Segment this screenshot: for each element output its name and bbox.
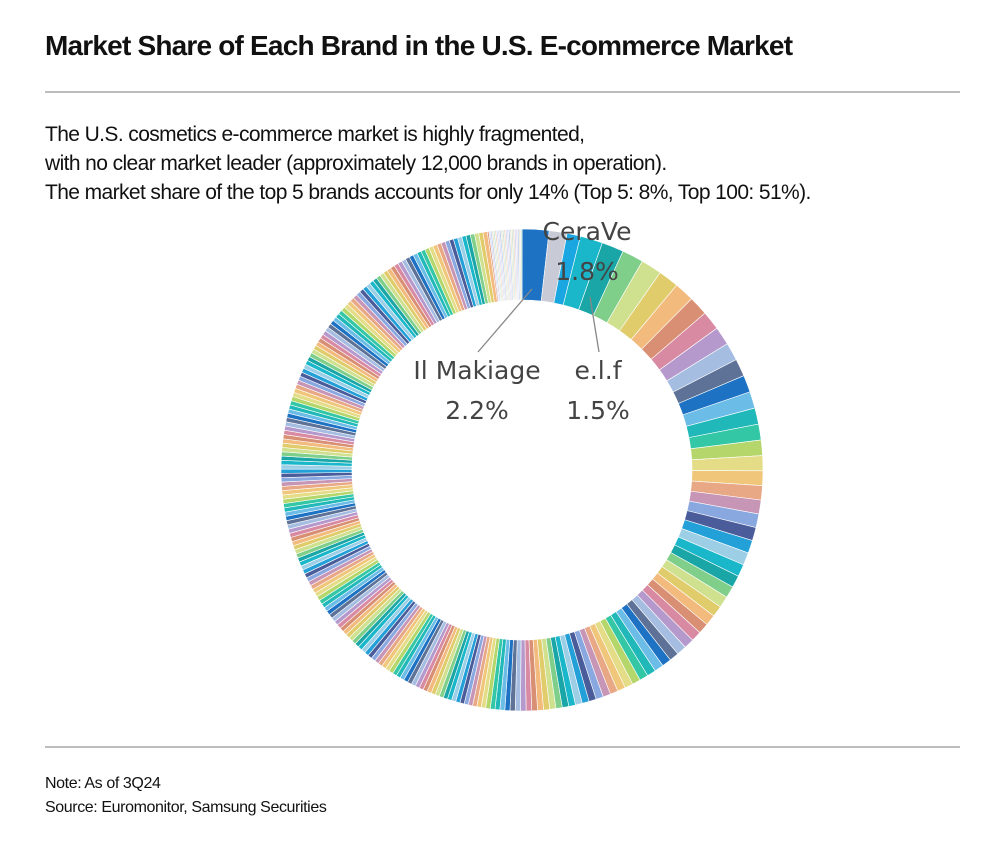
subtitle-line-1: The U.S. cosmetics e-commerce market is … bbox=[45, 123, 585, 146]
slice-other-brand bbox=[520, 639, 527, 712]
chart-footer: Note: As of 3Q24 Source: Euromonitor, Sa… bbox=[45, 772, 327, 820]
slice-label-cerave: CeraVe bbox=[543, 217, 632, 246]
il-makiage-leader-line bbox=[477, 288, 533, 353]
slice-label-elf: e.l.f bbox=[574, 356, 622, 385]
subtitle-line-3: The market share of the top 5 brands acc… bbox=[45, 181, 811, 204]
donut-slices bbox=[280, 228, 764, 712]
slice-callouts: CeraVe 1.8% Il Makiage 2.2% e.l.f 1.5% bbox=[413, 217, 631, 425]
note-text: Note: As of 3Q24 bbox=[45, 775, 161, 792]
chart-title: Market Share of Each Brand in the U.S. E… bbox=[45, 30, 793, 61]
slice-value-elf: 1.5% bbox=[566, 396, 630, 425]
subtitle-line-2: with no clear market leader (approximate… bbox=[45, 152, 667, 175]
source-text: Source: Euromonitor, Samsung Securities bbox=[45, 799, 327, 816]
elf-leader-line bbox=[589, 296, 600, 353]
top-divider bbox=[45, 91, 960, 93]
slice-label-il-makiage: Il Makiage bbox=[413, 356, 540, 385]
chart-subtitle: The U.S. cosmetics e-commerce market is … bbox=[45, 120, 811, 207]
slice-value-il-makiage: 2.2% bbox=[445, 396, 509, 425]
slice-il-makiage-stripe bbox=[520, 228, 523, 301]
bottom-divider bbox=[45, 746, 960, 748]
slice-value-cerave: 1.8% bbox=[555, 257, 619, 286]
slice-other-brand bbox=[280, 468, 353, 474]
